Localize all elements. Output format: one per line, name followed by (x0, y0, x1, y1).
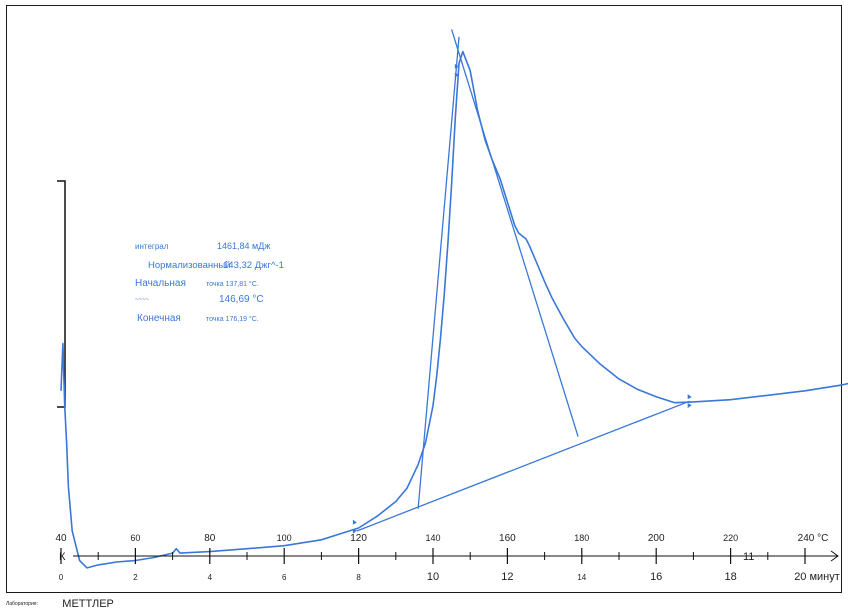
normalized-value: 143,32 Джг^-1 (223, 260, 284, 271)
temperature-tick-label: 240 °С (798, 533, 829, 544)
integration-marker (352, 519, 357, 534)
peak-annotations: интеграл 1461,84 мДж Нормализованный 143… (135, 241, 284, 324)
integration-marker (454, 63, 459, 78)
temperature-tick-label: 120 (350, 533, 367, 544)
footer: Лаборатория: МЕТТЛЕР (6, 595, 114, 610)
integration-marker (687, 394, 692, 409)
temperature-tick-label: 180 (574, 533, 589, 543)
dsc-curve (60, 50, 848, 569)
temperature-tick-label: 140 (425, 533, 440, 543)
endset-label: Конечная (137, 313, 181, 324)
temperature-tick-label: 160 (499, 533, 516, 544)
footer-brand: МЕТТЛЕР (62, 597, 114, 610)
temperature-tick-label: 60 (130, 533, 140, 543)
x-axis-ticks: 40 60 80 100 120 140 160 180 200 220 240 °С 0 2 4 6 8 10… (55, 533, 839, 583)
time-tick-label: 8 (356, 573, 361, 582)
endset-value: точка 176,19 °С. (206, 315, 259, 323)
baseline-line (356, 400, 690, 532)
axis-left-label: К (59, 551, 66, 563)
peak-value: 146,69 °С (219, 294, 264, 305)
integral-value: 1461,84 мДж (217, 241, 270, 251)
scale-bar (57, 180, 66, 408)
axis-extra-label: 11 (743, 551, 754, 563)
trailing-edge-tangent (450, 29, 579, 437)
time-tick-label: 16 (650, 571, 662, 583)
time-tick-label: 12 (501, 571, 513, 583)
time-tick-label: 6 (282, 573, 287, 582)
temperature-tick-label: 40 (55, 533, 67, 544)
onset-value: точка 137,81 °С. (206, 280, 259, 288)
onset-label: Начальная (135, 278, 186, 289)
integral-label: интеграл (135, 242, 169, 251)
temperature-tick-label: 80 (204, 533, 216, 544)
footer-lab-label: Лаборатория: (6, 600, 38, 607)
temperature-tick-label: 220 (723, 533, 738, 543)
leading-edge-tangent (417, 36, 460, 509)
x-axis-arrow (830, 550, 839, 562)
temperature-tick-label: 100 (277, 533, 292, 543)
time-tick-label: 4 (208, 573, 213, 582)
integration-markers (352, 63, 692, 534)
normalized-label: Нормализованный (148, 260, 230, 271)
time-tick-label: 20 минут (794, 571, 840, 583)
time-tick-label: 0 (59, 573, 64, 582)
plot-frame (6, 5, 842, 593)
temperature-tick-label: 200 (648, 533, 665, 544)
time-tick-label: 10 (427, 571, 439, 583)
time-tick-label: 18 (724, 571, 736, 583)
peak-label: ~~~~ (135, 297, 150, 303)
time-tick-label: 2 (133, 573, 138, 582)
time-tick-label: 14 (577, 573, 586, 582)
